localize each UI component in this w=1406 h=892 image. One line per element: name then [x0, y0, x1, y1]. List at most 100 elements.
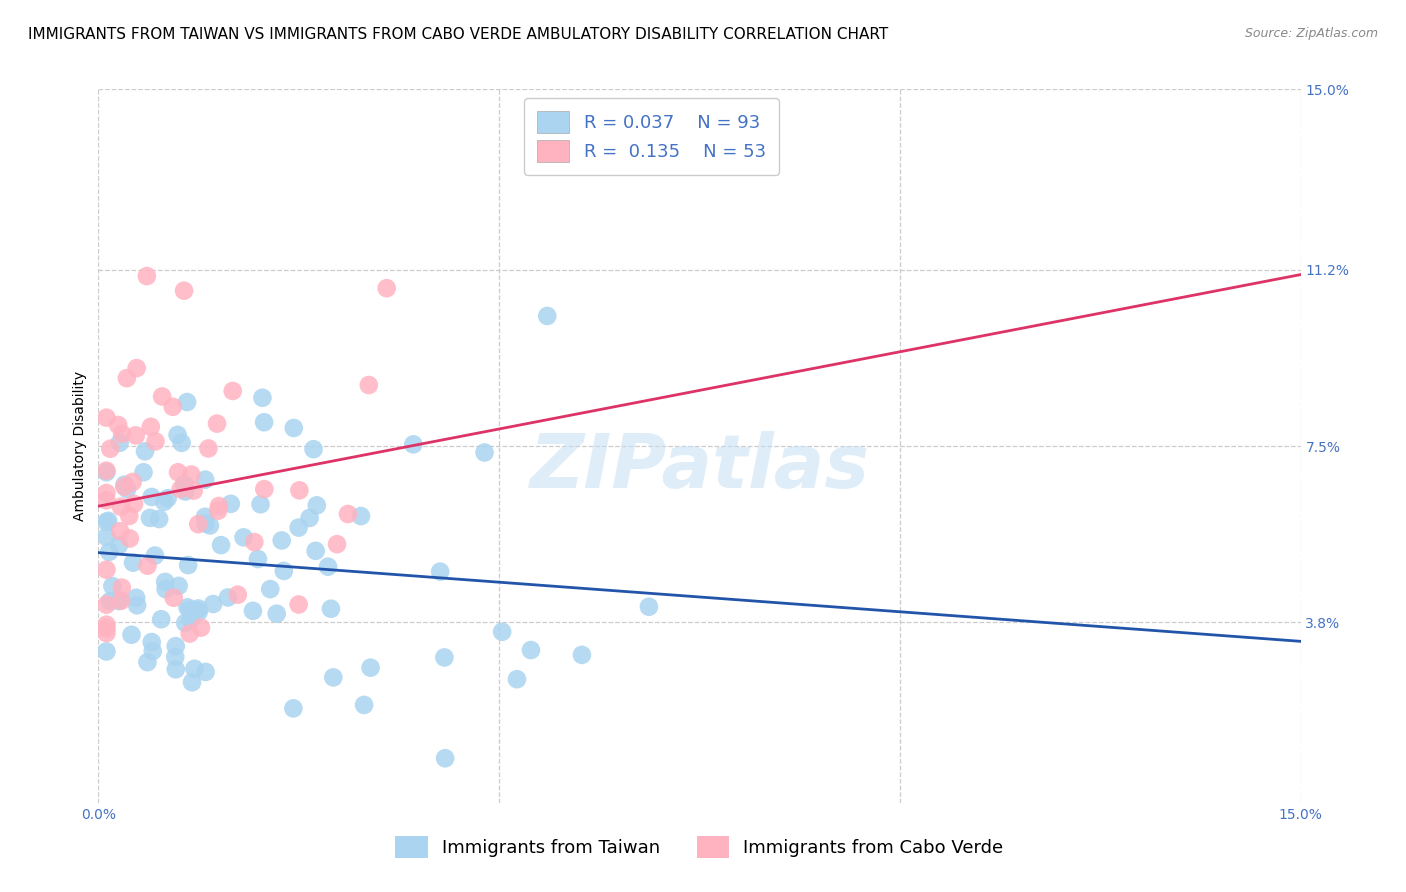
Point	[491, 624, 513, 639]
Point	[135, 269, 157, 284]
Point	[187, 517, 209, 532]
Point	[350, 509, 373, 524]
Point	[246, 552, 269, 566]
Point	[194, 473, 217, 487]
Point	[96, 644, 118, 658]
Point	[249, 497, 271, 511]
Point	[96, 563, 118, 577]
Point	[118, 532, 141, 546]
Point	[122, 556, 145, 570]
Point	[125, 428, 148, 442]
Point	[115, 371, 138, 385]
Point	[108, 435, 131, 450]
Point	[122, 497, 145, 511]
Point	[96, 486, 118, 500]
Point	[177, 558, 200, 573]
Text: Source: ZipAtlas.com: Source: ZipAtlas.com	[1244, 27, 1378, 40]
Y-axis label: Ambulatory Disability: Ambulatory Disability	[73, 371, 87, 521]
Legend: Immigrants from Taiwan, Immigrants from Cabo Verde: Immigrants from Taiwan, Immigrants from …	[388, 829, 1011, 865]
Point	[242, 604, 264, 618]
Point	[174, 615, 197, 630]
Point	[180, 612, 202, 626]
Point	[96, 464, 118, 478]
Point	[222, 384, 245, 398]
Point	[141, 490, 163, 504]
Point	[156, 491, 179, 506]
Point	[110, 593, 132, 607]
Point	[96, 530, 118, 544]
Point	[322, 670, 344, 684]
Point	[187, 601, 209, 615]
Point	[243, 535, 266, 549]
Point	[96, 515, 118, 529]
Point	[226, 588, 249, 602]
Point	[571, 648, 593, 662]
Point	[162, 400, 184, 414]
Point	[108, 538, 131, 552]
Text: IMMIGRANTS FROM TAIWAN VS IMMIGRANTS FROM CABO VERDE AMBULATORY DISABILITY CORRE: IMMIGRANTS FROM TAIWAN VS IMMIGRANTS FRO…	[28, 27, 889, 42]
Point	[96, 626, 118, 640]
Point	[153, 574, 176, 589]
Point	[96, 598, 118, 612]
Point	[121, 628, 143, 642]
Point	[474, 445, 496, 459]
Point	[167, 579, 190, 593]
Point	[112, 480, 135, 494]
Point	[207, 504, 229, 518]
Point	[180, 467, 202, 482]
Point	[97, 514, 120, 528]
Point	[259, 582, 281, 596]
Point	[253, 415, 276, 429]
Point	[520, 643, 543, 657]
Point	[202, 597, 225, 611]
Point	[298, 511, 321, 525]
Point	[283, 701, 305, 715]
Point	[98, 442, 121, 456]
Point	[287, 520, 309, 534]
Point	[360, 661, 382, 675]
Point	[194, 509, 217, 524]
Point	[174, 484, 197, 499]
Point	[111, 426, 134, 441]
Point	[266, 607, 288, 621]
Point	[326, 537, 349, 551]
Point	[167, 465, 190, 479]
Point	[107, 417, 129, 432]
Point	[132, 465, 155, 479]
Point	[536, 309, 558, 323]
Point	[283, 421, 305, 435]
Point	[127, 599, 149, 613]
Point	[253, 482, 276, 496]
Text: ZIPatlas: ZIPatlas	[530, 431, 869, 504]
Point	[141, 635, 163, 649]
Point	[434, 751, 457, 765]
Point	[273, 564, 295, 578]
Point	[232, 530, 254, 544]
Point	[136, 655, 159, 669]
Point	[143, 549, 166, 563]
Point	[353, 698, 375, 712]
Point	[316, 559, 339, 574]
Point	[170, 435, 193, 450]
Point	[173, 284, 195, 298]
Point	[163, 591, 186, 605]
Point	[165, 650, 187, 665]
Point	[134, 444, 156, 458]
Point	[433, 650, 456, 665]
Point	[166, 428, 188, 442]
Point	[96, 410, 118, 425]
Point	[179, 603, 201, 617]
Point	[136, 558, 159, 573]
Point	[187, 605, 209, 619]
Point	[198, 518, 221, 533]
Point	[165, 662, 187, 676]
Point	[121, 475, 143, 489]
Point	[96, 621, 118, 635]
Point	[153, 495, 176, 509]
Point	[194, 665, 217, 679]
Point	[173, 477, 195, 491]
Point	[142, 644, 165, 658]
Point	[219, 497, 242, 511]
Point	[98, 545, 121, 559]
Point	[115, 482, 138, 496]
